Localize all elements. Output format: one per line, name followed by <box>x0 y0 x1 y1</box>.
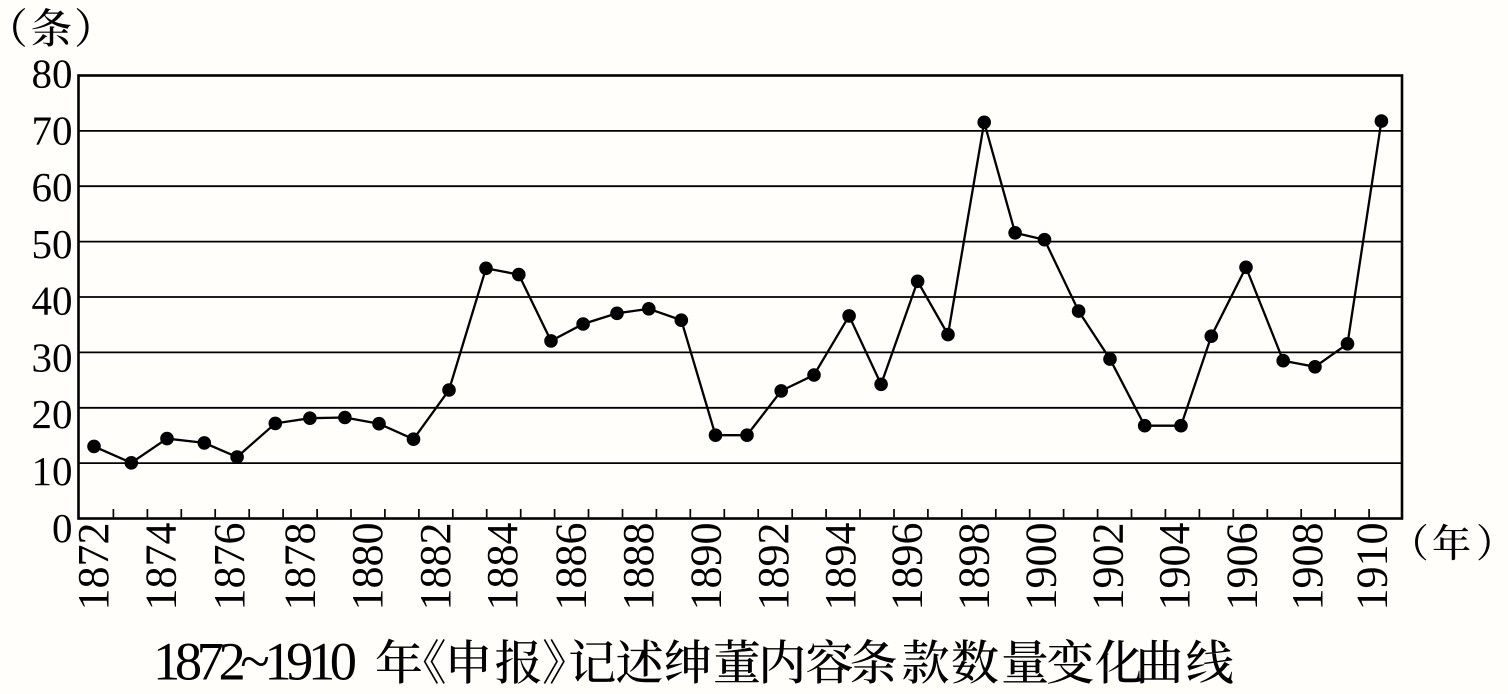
svg-text:1900: 1900 <box>1017 523 1066 611</box>
svg-text:1884: 1884 <box>478 523 527 611</box>
svg-text:1910: 1910 <box>1348 523 1397 611</box>
svg-text:1878: 1878 <box>275 523 324 611</box>
svg-text:1892: 1892 <box>749 523 798 611</box>
svg-text:50: 50 <box>32 221 73 267</box>
svg-text:1882: 1882 <box>411 523 460 611</box>
svg-text:10: 10 <box>32 448 73 494</box>
svg-text:1890: 1890 <box>682 523 731 611</box>
svg-text:0: 0 <box>52 505 73 551</box>
svg-text:1876: 1876 <box>205 523 254 611</box>
svg-text:1888: 1888 <box>614 523 663 611</box>
svg-text:1880: 1880 <box>343 523 392 611</box>
svg-text:20: 20 <box>32 391 73 437</box>
svg-text:1886: 1886 <box>547 523 596 611</box>
svg-text:1874: 1874 <box>137 523 186 611</box>
svg-text:1908: 1908 <box>1283 523 1332 611</box>
svg-text:1898: 1898 <box>950 523 999 611</box>
svg-text:70: 70 <box>32 107 73 153</box>
svg-text:30: 30 <box>32 334 73 380</box>
svg-text:1904: 1904 <box>1150 523 1199 611</box>
svg-text:1894: 1894 <box>816 523 865 611</box>
svg-text:60: 60 <box>32 164 73 210</box>
svg-text:40: 40 <box>32 278 73 324</box>
svg-text:1896: 1896 <box>883 523 932 611</box>
svg-text:1872~1910: 1872~1910 <box>153 630 357 691</box>
svg-text:1902: 1902 <box>1083 523 1132 611</box>
svg-text:1872: 1872 <box>69 523 118 611</box>
svg-text:80: 80 <box>32 51 73 97</box>
svg-text:1906: 1906 <box>1218 523 1267 611</box>
